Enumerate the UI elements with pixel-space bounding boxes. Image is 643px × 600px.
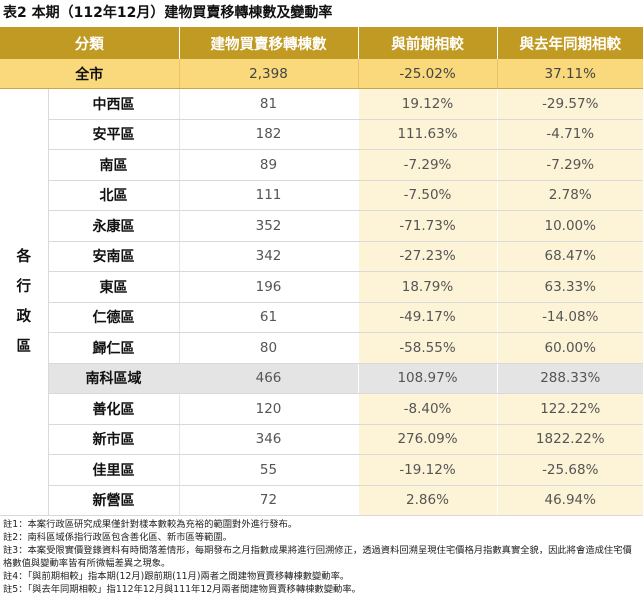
header-change-prev: 與前期相較 <box>357 27 497 59</box>
footnote: 註1：本案行政區研究成果僅針對樣本數較為充裕的範圍對外進行發布。 <box>3 519 298 530</box>
district-change-year: -29.57% <box>496 88 643 120</box>
district-change-prev: 19.12% <box>357 88 497 120</box>
table-row: 仁德區 61 -49.17% -14.08% <box>0 302 643 333</box>
footnote: 註5：「與去年同期相較」指112年12月與111年12月兩者間建物買賣移轉棟數變… <box>3 584 361 595</box>
group-label-char: 各 <box>16 249 32 265</box>
district-count: 61 <box>178 302 358 333</box>
district-count: 72 <box>178 485 358 516</box>
table-row: 各行政區中西區 81 19.12% -29.57% <box>0 88 643 516</box>
table-row: 歸仁區 80 -58.55% 60.00% <box>0 332 643 364</box>
district-change-prev: -7.29% <box>357 149 497 181</box>
table-row: 南科區域 466 108.97% 288.33% <box>0 363 643 394</box>
district-count: 346 <box>178 424 358 455</box>
city-change-prev: -25.02% <box>357 59 497 89</box>
header-category: 分類 <box>0 27 179 59</box>
district-change-prev: -71.73% <box>357 210 497 242</box>
district-count: 120 <box>178 393 358 425</box>
district-count: 352 <box>178 210 358 242</box>
group-label-char: 行 <box>16 279 32 295</box>
header-change-year: 與去年同期相較 <box>496 27 643 59</box>
district-change-year: 46.94% <box>496 485 643 516</box>
transfer-table: 分類 建物買賣移轉棟數 與前期相較 與去年同期相較 全市 2,398 -25.0… <box>0 27 643 516</box>
district-change-year: 10.00% <box>496 210 643 242</box>
table-row: 善化區 120 -8.40% 122.22% <box>0 393 643 425</box>
district-count: 81 <box>178 88 358 120</box>
district-change-year: 288.33% <box>496 363 643 394</box>
district-count: 111 <box>178 180 358 211</box>
district-name: 歸仁區 <box>48 332 179 364</box>
district-change-prev: 2.86% <box>357 485 497 516</box>
district-name: 北區 <box>48 180 179 211</box>
district-change-prev: -7.50% <box>357 180 497 211</box>
group-label-char: 政 <box>16 309 32 325</box>
district-name: 安平區 <box>48 119 179 150</box>
group-label: 各行政區 <box>0 88 49 516</box>
district-count: 80 <box>178 332 358 364</box>
district-change-year: 68.47% <box>496 241 643 272</box>
table-row: 永康區 352 -71.73% 10.00% <box>0 210 643 242</box>
district-change-prev: -19.12% <box>357 454 497 486</box>
table-row: 北區 111 -7.50% 2.78% <box>0 180 643 211</box>
header-count: 建物買賣移轉棟數 <box>178 27 358 59</box>
district-change-prev: 276.09% <box>357 424 497 455</box>
district-change-prev: 18.79% <box>357 271 497 303</box>
district-name: 佳里區 <box>48 454 179 486</box>
district-change-prev: -49.17% <box>357 302 497 333</box>
district-change-year: -25.68% <box>496 454 643 486</box>
table-row: 佳里區 55 -19.12% -25.68% <box>0 454 643 486</box>
district-count: 182 <box>178 119 358 150</box>
district-count: 55 <box>178 454 358 486</box>
district-change-year: -4.71% <box>496 119 643 150</box>
district-name: 東區 <box>48 271 179 303</box>
footnote: 註2：南科區域係指行政區包含善化區、新市區等範圍。 <box>3 532 233 543</box>
district-count: 466 <box>178 363 358 394</box>
city-count: 2,398 <box>178 59 358 89</box>
district-count: 89 <box>178 149 358 181</box>
district-count: 196 <box>178 271 358 303</box>
table-row: 新市區 346 276.09% 1822.22% <box>0 424 643 455</box>
district-name: 新市區 <box>48 424 179 455</box>
district-change-prev: 108.97% <box>357 363 497 394</box>
district-change-prev: -27.23% <box>357 241 497 272</box>
city-total-row: 全市 2,398 -25.02% 37.11% <box>0 59 643 89</box>
group-label-char: 區 <box>16 339 32 355</box>
table-title: 表2 本期（112年12月）建物買賣移轉棟數及變動率 <box>3 5 333 21</box>
footnote: 註4：「與前期相較」指本期(12月)跟前期(11月)兩者之間建物買賣移轉棟數變動… <box>3 571 350 582</box>
district-change-prev: -58.55% <box>357 332 497 364</box>
district-change-year: 2.78% <box>496 180 643 211</box>
footnote: 註3：本案受限實價登錄資料有時間落差情形，每期發布之月指數成果將進行回溯修正，透… <box>3 545 632 569</box>
district-name: 新營區 <box>48 485 179 516</box>
district-name: 中西區 <box>48 88 179 120</box>
district-change-year: 63.33% <box>496 271 643 303</box>
table-row: 安南區 342 -27.23% 68.47% <box>0 241 643 272</box>
district-change-prev: 111.63% <box>357 119 497 150</box>
district-count: 342 <box>178 241 358 272</box>
district-name: 安南區 <box>48 241 179 272</box>
district-name: 南科區域 <box>48 363 179 394</box>
district-name: 南區 <box>48 149 179 181</box>
header-row: 分類 建物買賣移轉棟數 與前期相較 與去年同期相較 <box>0 27 643 59</box>
district-name: 永康區 <box>48 210 179 242</box>
city-change-year: 37.11% <box>496 59 643 89</box>
table-row: 安平區 182 111.63% -4.71% <box>0 119 643 150</box>
district-name: 仁德區 <box>48 302 179 333</box>
footnotes: 註1：本案行政區研究成果僅針對樣本數較為充裕的範圍對外進行發布。 註2：南科區域… <box>3 518 641 596</box>
district-change-prev: -8.40% <box>357 393 497 425</box>
table-row: 新營區 72 2.86% 46.94% <box>0 485 643 516</box>
district-change-year: -7.29% <box>496 149 643 181</box>
city-name: 全市 <box>0 59 179 89</box>
district-change-year: 122.22% <box>496 393 643 425</box>
district-name: 善化區 <box>48 393 179 425</box>
district-change-year: -14.08% <box>496 302 643 333</box>
table-row: 南區 89 -7.29% -7.29% <box>0 149 643 181</box>
district-change-year: 60.00% <box>496 332 643 364</box>
table-row: 東區 196 18.79% 63.33% <box>0 271 643 303</box>
district-change-year: 1822.22% <box>496 424 643 455</box>
